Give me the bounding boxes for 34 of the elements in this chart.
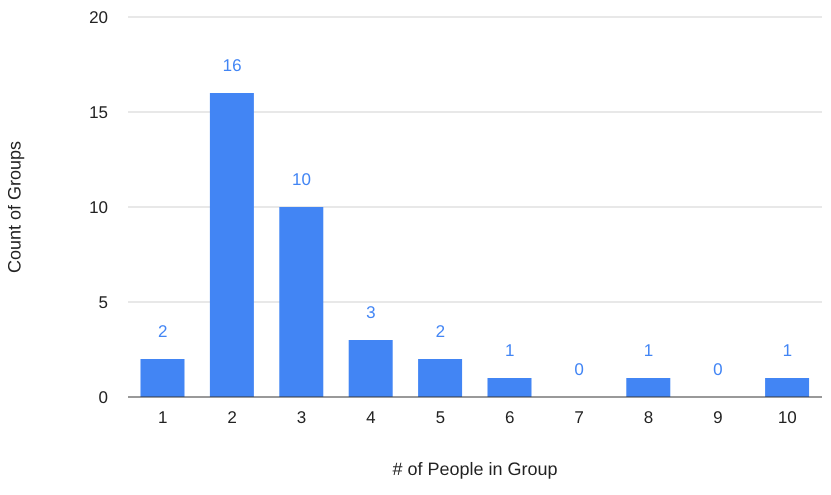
x-tick-label: 6 xyxy=(504,408,514,428)
x-tick-label: 2 xyxy=(227,408,237,428)
bar xyxy=(210,93,254,397)
x-tick-label: 5 xyxy=(436,408,446,428)
x-axis-title: # of People in Group xyxy=(392,459,558,479)
y-tick-label: 20 xyxy=(89,8,108,28)
bar xyxy=(487,378,532,397)
bar xyxy=(140,359,184,397)
data-label: 0 xyxy=(574,360,584,379)
data-label: 10 xyxy=(292,170,311,189)
data-label: 2 xyxy=(436,322,446,341)
bar xyxy=(626,378,670,397)
x-tick-label: 10 xyxy=(778,408,797,428)
y-tick-label: 0 xyxy=(98,388,108,408)
x-tick-label: 1 xyxy=(158,408,168,428)
data-label: 1 xyxy=(504,341,514,360)
bar xyxy=(348,340,393,397)
x-tick-label: 3 xyxy=(296,408,306,428)
data-label: 16 xyxy=(222,56,242,75)
bar xyxy=(418,359,462,397)
x-tick-label: 8 xyxy=(644,408,654,428)
data-label: 2 xyxy=(158,322,168,341)
x-tick-label: 9 xyxy=(713,408,723,428)
data-label: 1 xyxy=(782,341,792,360)
y-tick-label: 5 xyxy=(98,293,108,312)
bar xyxy=(279,207,324,397)
bar xyxy=(765,378,810,397)
y-tick-label: 10 xyxy=(89,198,108,218)
data-label: 3 xyxy=(366,303,376,322)
y-tick-label: 15 xyxy=(89,103,108,122)
data-label: 1 xyxy=(644,341,654,360)
x-tick-label: 4 xyxy=(366,408,376,428)
x-tick-label: 7 xyxy=(574,408,584,428)
data-label: 0 xyxy=(713,360,723,379)
